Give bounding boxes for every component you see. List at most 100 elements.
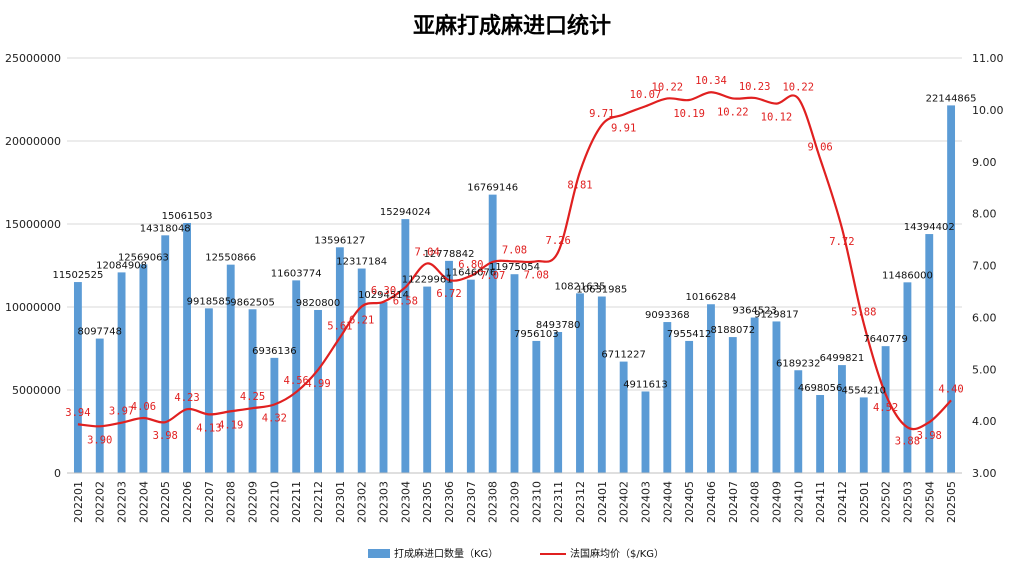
- bar-data-label: 14318048: [140, 223, 191, 234]
- bar-data-label: 4911613: [623, 379, 668, 390]
- bar-data-label: 12550866: [205, 253, 256, 264]
- line-data-label: 5.61: [327, 321, 352, 333]
- left-tick-label: 0: [54, 467, 61, 480]
- x-tick-label: 202301: [334, 481, 347, 523]
- bar: [139, 264, 148, 473]
- x-tick-label: 202202: [94, 481, 107, 523]
- x-tick-label: 202502: [880, 481, 893, 523]
- x-tick-label: 202203: [116, 481, 129, 523]
- x-tick-label: 202501: [858, 481, 871, 523]
- x-tick-label: 202311: [552, 481, 565, 523]
- bar: [466, 279, 475, 473]
- legend-bar-label: 打成麻进口数量（KG）: [394, 547, 498, 560]
- right-tick-label: 5.00: [972, 363, 997, 376]
- bar: [641, 391, 650, 473]
- bar-series: [73, 105, 956, 474]
- x-tick-label: 202211: [290, 481, 303, 523]
- line-data-label: 6.80: [458, 259, 483, 271]
- x-tick-label: 202307: [465, 481, 478, 523]
- bar: [859, 397, 868, 473]
- line-data-label: 7.08: [502, 244, 527, 256]
- bar: [73, 282, 82, 473]
- bar: [554, 332, 563, 473]
- bar-data-label: 10166284: [686, 292, 737, 303]
- line-data-labels: 3.94 3.90 3.974.06 3.98 4.23 4.134.19 4.25 4.32…: [65, 75, 963, 447]
- line-data-label: 6.72: [436, 288, 461, 300]
- line-data-label: 7.04: [415, 246, 440, 258]
- x-tick-label: 202410: [792, 481, 805, 523]
- bar-data-label: 8188072: [711, 325, 756, 336]
- x-tick-label: 202309: [509, 481, 522, 523]
- bar: [728, 337, 737, 473]
- bar-data-label: 7640779: [863, 334, 908, 345]
- bar: [314, 309, 322, 473]
- line-data-label: 7.07: [480, 270, 505, 282]
- x-tick-label: 202308: [487, 481, 500, 523]
- bar-data-label: 9093368: [645, 310, 690, 321]
- line-data-label: 5.88: [851, 307, 876, 319]
- x-tick-label: 202310: [530, 481, 543, 523]
- bar: [532, 340, 541, 473]
- bar-data-label: 13596127: [314, 235, 365, 246]
- x-axis: 202201 202202 202203 202204 202205 202206 2022…: [67, 472, 962, 523]
- bar-data-label: 11975054: [489, 262, 540, 273]
- bar: [619, 361, 628, 473]
- line-data-label: 3.98: [153, 430, 178, 442]
- x-tick-label: 202305: [421, 481, 434, 523]
- right-axis: 3.00 4.00 5.00 6.00 7.00 8.00 9.00 10.00 11.00: [972, 52, 1004, 480]
- x-tick-label: 202503: [901, 481, 914, 523]
- line-data-label: 4.52: [873, 402, 898, 414]
- line-data-label: 4.13: [196, 422, 221, 434]
- line-data-label: 3.90: [87, 434, 112, 446]
- x-tick-label: 202411: [814, 481, 827, 523]
- bar-data-label: 12778842: [424, 249, 475, 260]
- bar-data-label: 11486000: [882, 270, 933, 281]
- line-data-label: 10.19: [673, 108, 705, 120]
- bar: [794, 370, 803, 473]
- bar-data-label: 11603774: [271, 268, 322, 279]
- line-data-label: 10.23: [739, 81, 771, 93]
- line-data-label: 3.94: [65, 407, 90, 419]
- bar: [685, 340, 694, 473]
- bar: [117, 272, 126, 473]
- line-data-label: 3.98: [917, 430, 942, 442]
- line-data-label: 10.12: [761, 112, 793, 124]
- x-tick-label: 202404: [661, 481, 674, 523]
- x-tick-label: 202210: [268, 481, 281, 523]
- x-tick-label: 202403: [639, 481, 652, 523]
- bar: [248, 309, 257, 473]
- line-data-label: 10.07: [630, 89, 662, 101]
- line-data-label: 4.40: [938, 383, 963, 395]
- line-data-label: 3.97: [109, 406, 134, 418]
- bar: [445, 260, 453, 473]
- bar: [335, 247, 344, 473]
- legend-line-label: 法国麻均价（$/KG）: [570, 547, 664, 560]
- line-data-label: 4.25: [240, 391, 265, 403]
- bar: [270, 357, 279, 473]
- line-data-label: 8.81: [567, 180, 592, 192]
- left-tick-label: 15000000: [5, 218, 61, 231]
- bar: [423, 286, 432, 473]
- bar: [925, 234, 934, 473]
- chart-title: 亚麻打成麻进口统计: [413, 13, 611, 39]
- x-tick-label: 202406: [705, 481, 718, 523]
- legend: 打成麻进口数量（KG） 法国麻均价（$/KG）: [368, 547, 664, 560]
- bar-data-label: 8097748: [77, 327, 122, 338]
- bar-data-label: 4554210: [841, 385, 886, 396]
- line-data-label: 3.88: [895, 435, 920, 447]
- line-data-label: 6.21: [349, 314, 374, 326]
- bar-data-label: 9364523: [732, 306, 777, 317]
- bar: [401, 219, 410, 473]
- line-data-label: 4.23: [174, 392, 199, 404]
- bar-data-label: 8493780: [536, 320, 581, 331]
- line-data-label: 7.72: [829, 236, 854, 248]
- x-tick-label: 202212: [312, 481, 325, 523]
- bar: [161, 235, 170, 473]
- price-line: [77, 91, 952, 431]
- x-tick-label: 202407: [727, 481, 740, 523]
- line-series: [77, 91, 952, 431]
- line-data-label: 10.34: [695, 75, 727, 87]
- line-data-label: 7.08: [524, 269, 549, 281]
- right-tick-label: 11.00: [972, 52, 1004, 65]
